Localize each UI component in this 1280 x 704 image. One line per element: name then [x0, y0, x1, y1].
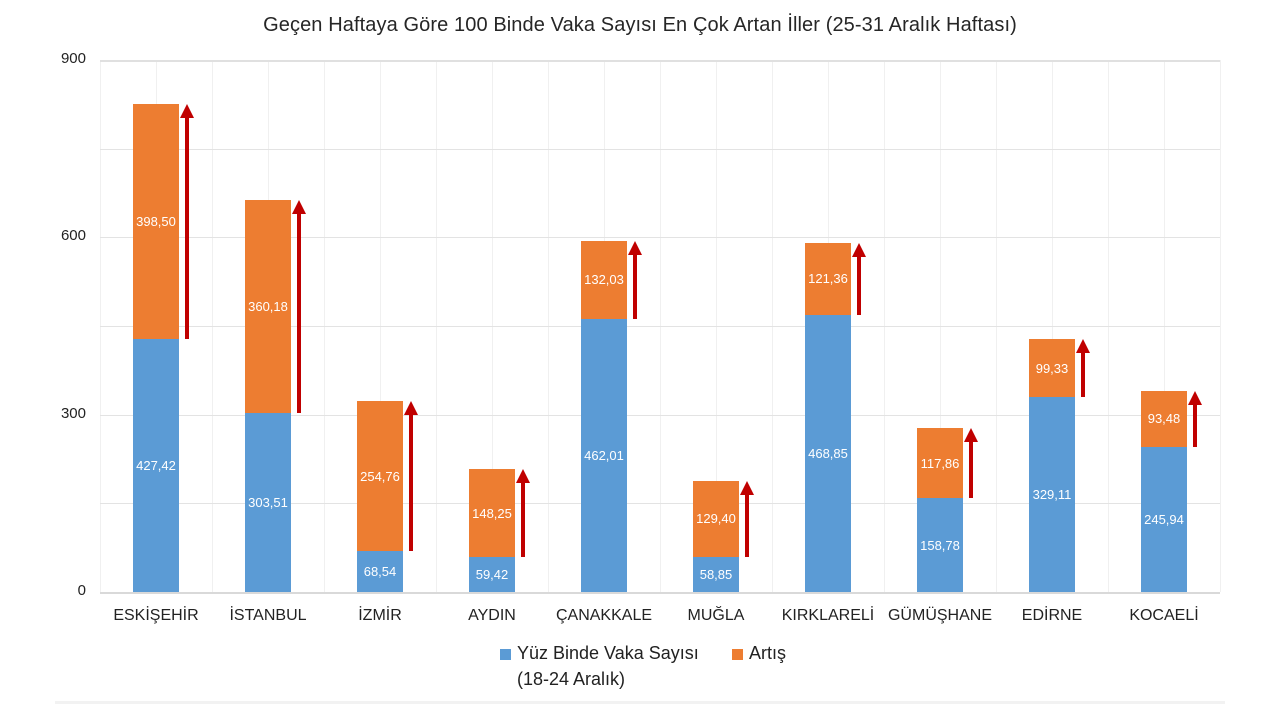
plot-area: 398,50 427,42 360,18 303,51 254,76 68,54 148,2… [100, 60, 1221, 594]
data-label-base: 58,85 [699, 567, 733, 583]
legend-item-inc: Artış [732, 643, 786, 664]
bar-segment-increase: 254,76 [357, 400, 403, 552]
y-tick-label: 300 [60, 404, 86, 422]
x-tick-label: İZMİR [358, 607, 402, 624]
stacked-bar: 93,48 245,94 [1141, 391, 1187, 592]
data-label-base: 245,94 [1144, 511, 1184, 527]
bar-segment-base: 158,78 [917, 498, 963, 592]
data-label-base: 68,54 [363, 564, 397, 580]
bar-segment-increase: 129,40 [693, 480, 739, 558]
bar-segment-increase: 132,03 [581, 240, 627, 319]
bar-segment-increase: 117,86 [917, 428, 963, 499]
data-label-increase: 129,40 [696, 511, 736, 527]
stacked-bar: 121,36 468,85 [805, 243, 851, 592]
y-tick-label: 0 [77, 582, 86, 599]
horizontal-gridline [100, 326, 1220, 327]
data-label-increase: 148,25 [472, 505, 512, 521]
data-label-base: 158,78 [920, 537, 960, 553]
increase-arrow-icon [1076, 338, 1090, 398]
data-label-base: 427,42 [136, 458, 176, 474]
x-tick-label: İSTANBUL [229, 607, 307, 624]
legend-label-base-line2: (18-24 Aralık) [517, 669, 626, 689]
x-tick-label: ESKİŞEHİR [113, 607, 199, 624]
data-label-increase: 117,86 [920, 455, 960, 471]
legend-swatch-blue [500, 648, 511, 660]
horizontal-gridline [100, 414, 1220, 416]
data-label-base: 468,85 [808, 445, 848, 461]
stacked-bar: 117,86 158,78 [917, 428, 963, 592]
data-label-increase: 254,76 [360, 468, 400, 484]
bar-segment-increase: 360,18 [245, 199, 291, 413]
x-tick-label: GÜMÜŞHANE [887, 607, 992, 624]
increase-arrow-icon [852, 243, 866, 315]
x-tick-label: EDİRNE [1021, 607, 1083, 624]
data-label-increase: 398,50 [136, 214, 176, 230]
data-label-base: 303,51 [248, 494, 288, 510]
bar-segment-base: 68,54 [357, 551, 403, 592]
x-tick-label: KOCAELİ [1129, 607, 1199, 624]
bar-segment-base: 329,11 [1029, 397, 1075, 592]
bar-segment-base: 303,51 [245, 412, 291, 592]
y-tick-label: 900 [60, 50, 86, 67]
horizontal-gridline [100, 503, 1220, 505]
stacked-bar: 254,76 68,54 [357, 400, 403, 592]
increase-arrow-icon [1188, 391, 1202, 447]
stacked-bar: 132,03 462,01 [581, 240, 627, 592]
increase-arrow-icon [964, 428, 978, 499]
stacked-bar: 360,18 303,51 [245, 199, 291, 592]
increase-arrow-icon [628, 240, 642, 319]
increase-arrow-icon [180, 103, 194, 340]
stacked-bar: 99,33 329,11 [1029, 338, 1075, 592]
bar-segment-base: 245,94 [1141, 446, 1187, 592]
data-label-increase: 132,03 [584, 272, 624, 288]
x-axis-line [100, 592, 1220, 594]
data-label-base: 329,11 [1032, 487, 1072, 503]
bar-segment-base: 462,01 [581, 318, 627, 592]
legend-item-base: Yüz Binde Vaka Sayısı [500, 643, 699, 664]
x-tick-label: KIRKLARELİ [781, 607, 875, 624]
horizontal-gridline [100, 148, 1220, 150]
legend-item-base-line2: (18-24 Aralık) [517, 669, 625, 690]
increase-arrow-icon [404, 400, 418, 552]
chart-title: Geçen Haftaya Göre 100 Binde Vaka Sayısı… [263, 14, 1017, 36]
increase-arrow-icon [740, 480, 754, 558]
bar-segment-increase: 398,50 [133, 103, 179, 340]
stacked-bar: 148,25 59,42 [469, 469, 515, 592]
bar-segment-increase: 99,33 [1029, 338, 1075, 398]
bar-segment-increase: 121,36 [805, 243, 851, 315]
stacked-bar: 398,50 427,42 [133, 103, 179, 592]
bar-segment-base: 58,85 [693, 557, 739, 592]
x-tick-label: MUĞLA [687, 607, 745, 624]
x-tick-label: ÇANAKKALE [555, 607, 653, 624]
increase-arrow-icon [292, 199, 306, 413]
bar-segment-base: 427,42 [133, 339, 179, 592]
data-label-base: 462,01 [584, 447, 624, 463]
bar-segment-increase: 93,48 [1141, 391, 1187, 447]
bottom-divider [55, 701, 1225, 704]
vertical-gridline [1220, 60, 1221, 592]
x-tick-label: AYDIN [468, 607, 516, 624]
horizontal-gridline [100, 237, 1220, 239]
data-label-increase: 360,18 [248, 298, 288, 314]
data-label-increase: 121,36 [808, 271, 848, 287]
data-label-base: 59,42 [475, 566, 509, 582]
horizontal-gridline [100, 60, 1220, 62]
bar-segment-increase: 148,25 [469, 469, 515, 557]
increase-arrow-icon [516, 469, 530, 557]
bar-segment-base: 468,85 [805, 314, 851, 592]
legend-label-base: Yüz Binde Vaka Sayısı [517, 643, 699, 663]
legend-label-inc: Artış [749, 643, 787, 663]
legend-swatch-orange [732, 648, 743, 660]
y-tick-label: 600 [60, 227, 86, 245]
bar-segment-base: 59,42 [469, 556, 515, 592]
data-label-increase: 93,48 [1147, 411, 1181, 427]
data-label-increase: 99,33 [1035, 360, 1069, 376]
stacked-bar: 129,40 58,85 [693, 480, 739, 592]
